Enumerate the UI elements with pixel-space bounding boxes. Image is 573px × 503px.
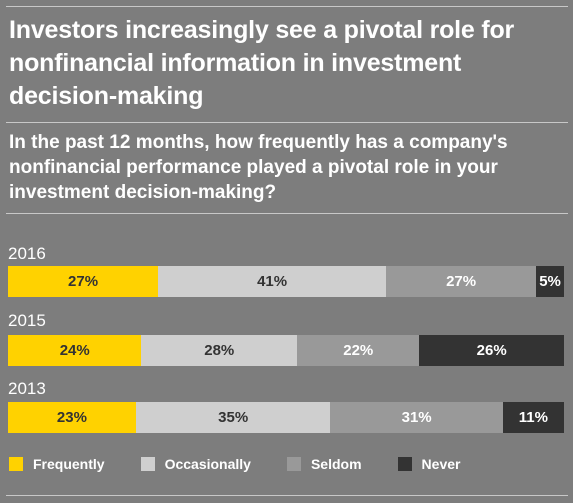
legend-swatch-seldom — [286, 457, 301, 471]
legend-item-never: Never — [397, 456, 461, 472]
chart-legend: Frequently Occasionally Seldom Never — [9, 456, 496, 472]
legend-label-seldom: Seldom — [310, 456, 362, 472]
bar-segment-never-2015: 26% — [419, 335, 564, 366]
year-label-2015: 2015 — [8, 311, 46, 330]
year-label-2016: 2016 — [8, 244, 46, 263]
chart-subtitle: In the past 12 months, how frequently ha… — [9, 132, 508, 203]
bar-segment-never-2016: 5% — [536, 266, 564, 297]
bar-segment-seldom-2016: 27% — [386, 266, 537, 297]
bar-segment-frequently-2015: 24% — [8, 335, 142, 366]
bar-row-2016: 27% 41% 27% 5% — [8, 266, 564, 297]
legend-item-frequently: Frequently — [9, 456, 105, 472]
legend-swatch-never — [397, 457, 412, 471]
legend-label-occasionally: Occasionally — [164, 456, 251, 472]
chart-title: Investors increasingly see a pivotal rol… — [9, 16, 515, 110]
legend-item-seldom: Seldom — [286, 456, 362, 472]
legend-label-never: Never — [421, 456, 461, 472]
bar-segment-seldom-2013: 31% — [330, 402, 503, 433]
year-label-2013: 2013 — [8, 379, 46, 398]
bar-segment-frequently-2013: 23% — [8, 402, 136, 433]
bottom-divider — [6, 495, 568, 496]
bar-segment-seldom-2015: 22% — [297, 335, 420, 366]
top-divider — [6, 6, 568, 7]
bar-segment-frequently-2016: 27% — [8, 266, 159, 297]
legend-swatch-frequently — [9, 457, 23, 471]
legend-swatch-occasionally — [140, 457, 155, 471]
bar-segment-occasionally-2015: 28% — [141, 335, 298, 366]
bar-segment-occasionally-2016: 41% — [158, 266, 387, 297]
bar-segment-never-2013: 11% — [502, 402, 564, 433]
bar-segment-occasionally-2013: 35% — [135, 402, 331, 433]
bar-row-2013: 23% 35% 31% 11% — [8, 402, 564, 433]
bar-row-2015: 24% 28% 22% 26% — [8, 335, 564, 366]
legend-item-occasionally: Occasionally — [140, 456, 251, 472]
subtitle-divider — [6, 213, 568, 214]
legend-label-frequently: Frequently — [33, 456, 105, 472]
title-divider — [6, 122, 568, 123]
